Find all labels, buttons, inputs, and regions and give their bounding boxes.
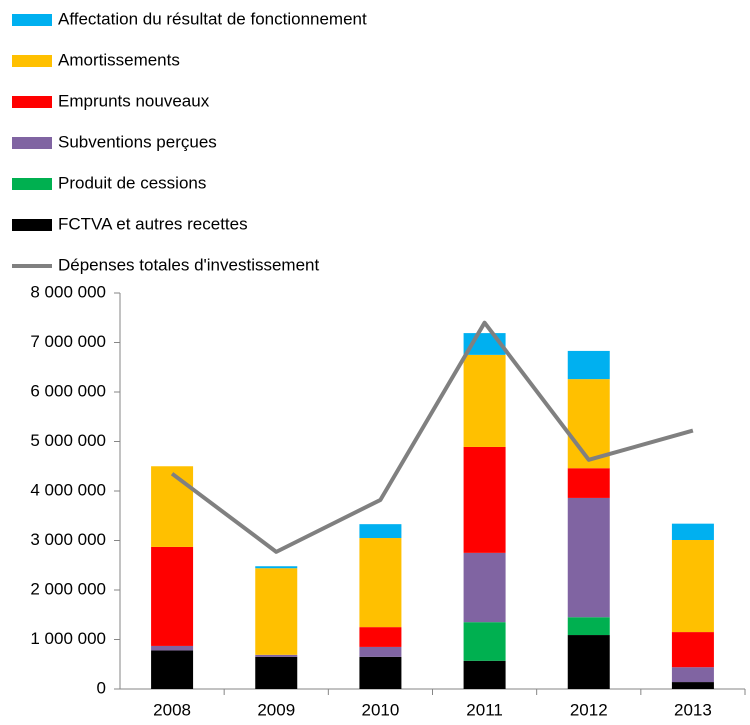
legend-swatch [12,137,52,149]
x-tick-label: 2012 [570,700,608,719]
x-tick-label: 2009 [257,700,295,719]
y-tick-label: 5 000 000 [30,431,106,450]
legend-swatch [12,55,52,67]
bar-segment [567,497,610,618]
y-tick-label: 1 000 000 [30,629,106,648]
y-tick-label: 8 000 000 [30,282,106,301]
legend-swatch [12,96,52,108]
x-tick-label: 2008 [153,700,191,719]
y-tick-label: 7 000 000 [30,332,106,351]
bar-segment [463,660,506,689]
legend-label: Affectation du résultat de fonctionnemen… [58,9,367,28]
bar-segment [463,446,506,553]
legend-label: Subventions perçues [58,132,217,151]
bar-segment [463,622,506,661]
legend-label: Amortissements [58,50,180,69]
bar-segment [671,632,714,668]
x-tick-label: 2011 [466,700,503,719]
y-tick-label: 2 000 000 [30,579,106,598]
bar-segment [359,646,402,657]
legend-label: Dépenses totales d'investissement [58,255,319,274]
bar-segment [463,552,506,623]
bar-segment [567,635,610,689]
bar-segment [359,656,402,689]
legend-swatch [12,219,52,231]
legend-label: Produit de cessions [58,173,206,192]
bar-segment [359,538,402,628]
bar-segment [671,682,714,689]
y-tick-label: 0 [97,678,106,697]
bar-segment [567,350,610,380]
bar-segment [151,645,194,651]
bar-segment [671,667,714,683]
bar-segment [151,650,194,689]
bar-segment [359,627,402,647]
line-series [170,320,694,554]
bar-segment [151,546,194,646]
bar-segment [567,617,610,636]
bar-segment [463,354,506,447]
bar-segment [671,523,714,541]
bar-segment [151,466,194,547]
bar-segment [255,656,298,689]
bar-segment [255,566,298,569]
y-tick-label: 6 000 000 [30,381,106,400]
bar-segment [671,540,714,633]
bar-segment [255,654,298,657]
bar-segment [567,468,610,498]
y-tick-label: 3 000 000 [30,530,106,549]
bar-segment [255,568,298,655]
bar-segment [567,379,610,469]
x-tick-label: 2010 [362,700,400,719]
x-tick-label: 2013 [674,700,712,719]
legend-label: Emprunts nouveaux [58,91,210,110]
legend-swatch [12,14,52,26]
legend-label: FCTVA et autres recettes [58,214,248,233]
legend-swatch [12,178,52,190]
bar-segment [359,524,402,539]
y-tick-label: 4 000 000 [30,480,106,499]
